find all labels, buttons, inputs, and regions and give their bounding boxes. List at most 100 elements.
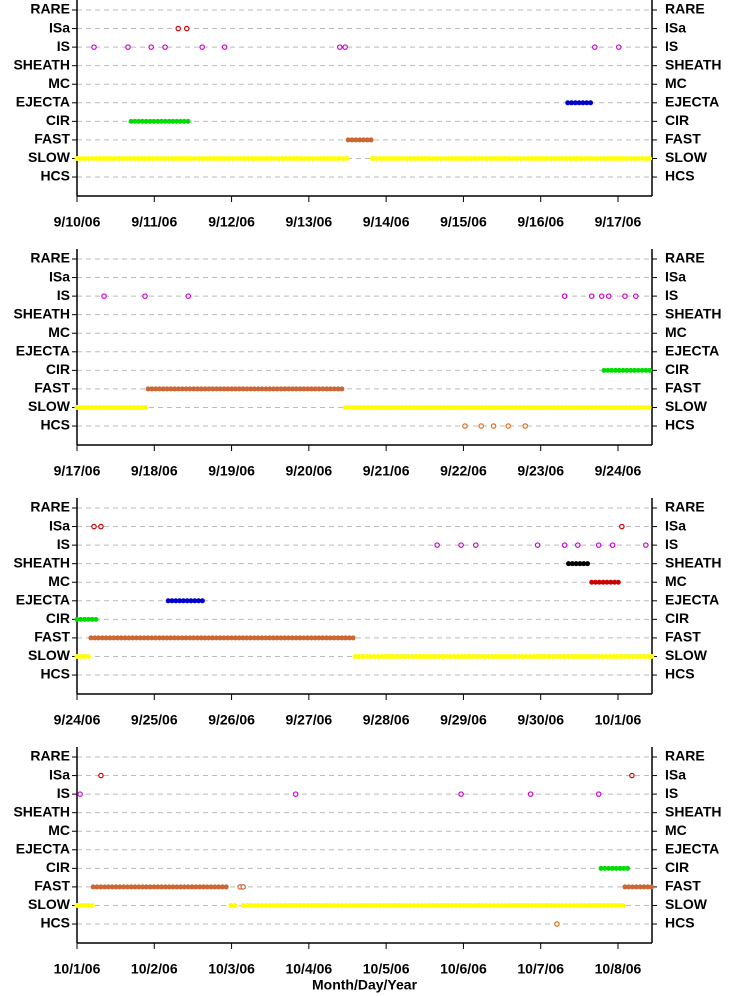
y-tick-label: CIR <box>665 859 689 875</box>
point <box>77 791 83 797</box>
y-tick-label: ISa <box>49 766 70 782</box>
x-tick-label: 9/29/06 <box>440 712 487 728</box>
x-tick-label: 9/30/06 <box>517 712 564 728</box>
y-tick-label: MC <box>665 324 687 340</box>
x-tick-label: 9/14/06 <box>363 214 410 230</box>
y-tick-label: SLOW <box>28 398 71 414</box>
point <box>342 44 348 50</box>
x-tick-label: 9/19/06 <box>208 463 255 479</box>
point <box>162 44 168 50</box>
x-tick-label: 9/12/06 <box>208 214 255 230</box>
y-tick-label: MC <box>48 822 70 838</box>
y-tick-label: FAST <box>34 878 70 894</box>
y-tick-label: SHEATH <box>665 803 722 819</box>
y-tick-label: EJECTA <box>16 343 70 359</box>
y-tick-label: HCS <box>40 417 70 433</box>
point <box>221 44 228 50</box>
x-tick-label: 9/17/06 <box>595 214 642 230</box>
y-tick-label: SLOW <box>28 896 71 912</box>
y-tick-label: SLOW <box>665 647 708 663</box>
y-tick-label: RARE <box>30 499 70 515</box>
y-tick-label: SHEATH <box>665 56 722 72</box>
y-tick-label: HCS <box>665 666 695 682</box>
y-tick-label: SHEATH <box>665 554 722 570</box>
x-tick-label: 9/28/06 <box>363 712 410 728</box>
x-tick-label: 10/1/06 <box>54 961 101 977</box>
point <box>534 542 541 548</box>
y-tick-label: FAST <box>34 629 70 645</box>
point <box>575 542 581 548</box>
point <box>554 921 560 927</box>
x-tick-label: 9/24/06 <box>54 712 101 728</box>
y-tick-label: RARE <box>665 1 705 17</box>
y-tick-label: SLOW <box>665 896 708 912</box>
y-tick-label: ISa <box>49 19 70 35</box>
y-tick-label: SHEATH <box>13 554 70 570</box>
point <box>175 25 182 32</box>
y-tick-label: EJECTA <box>16 841 70 857</box>
x-tick-label: 9/24/06 <box>595 463 642 479</box>
point <box>101 293 107 299</box>
point <box>595 791 602 797</box>
y-tick-label: SLOW <box>28 149 71 165</box>
point <box>292 791 299 797</box>
point <box>629 772 635 779</box>
point <box>462 423 468 429</box>
y-tick-label: CIR <box>46 610 70 626</box>
x-tick-label: 9/22/06 <box>440 463 487 479</box>
point <box>595 542 602 548</box>
y-tick-label: FAST <box>34 380 70 396</box>
point <box>592 44 598 50</box>
y-tick-label: SHEATH <box>13 803 70 819</box>
point <box>527 791 534 797</box>
x-tick-label: 10/8/06 <box>595 961 642 977</box>
y-tick-label: EJECTA <box>665 592 719 608</box>
y-tick-label: CIR <box>46 112 70 128</box>
y-tick-label: EJECTA <box>665 841 719 857</box>
x-tick-label: 9/21/06 <box>363 463 410 479</box>
y-tick-label: FAST <box>665 878 701 894</box>
x-tick-label: 9/20/06 <box>285 463 332 479</box>
x-tick-label: 10/5/06 <box>363 961 410 977</box>
y-tick-label: IS <box>665 287 678 303</box>
point <box>561 542 568 548</box>
y-tick-label: HCS <box>40 915 70 931</box>
y-tick-label: SHEATH <box>13 305 70 321</box>
y-tick-label: ISa <box>665 766 686 782</box>
x-tick-label: 9/10/06 <box>54 214 101 230</box>
y-tick-label: EJECTA <box>16 94 70 110</box>
point <box>478 423 485 429</box>
y-tick-label: RARE <box>665 250 705 266</box>
y-tick-label: RARE <box>30 250 70 266</box>
x-tick-label: 10/7/06 <box>517 961 564 977</box>
y-tick-label: EJECTA <box>665 94 719 110</box>
point <box>91 523 97 530</box>
point <box>632 293 639 299</box>
x-tick-label: 9/27/06 <box>285 712 332 728</box>
x-tick-label: 9/18/06 <box>131 463 178 479</box>
point <box>142 293 148 299</box>
y-tick-label: IS <box>57 38 70 54</box>
point <box>98 523 104 530</box>
y-tick-label: ISa <box>665 268 686 284</box>
point <box>619 523 625 530</box>
point <box>199 44 206 50</box>
point <box>336 44 343 50</box>
y-tick-label: MC <box>665 75 687 91</box>
y-tick-label: EJECTA <box>16 592 70 608</box>
y-tick-label: ISa <box>665 19 686 35</box>
x-tick-label: 9/17/06 <box>54 463 101 479</box>
y-tick-label: SLOW <box>665 398 708 414</box>
x-tick-label: 10/3/06 <box>208 961 255 977</box>
y-tick-label: IS <box>57 536 70 552</box>
y-tick-label: IS <box>665 536 678 552</box>
x-tick-label: 9/16/06 <box>517 214 564 230</box>
y-tick-label: EJECTA <box>665 343 719 359</box>
y-tick-label: HCS <box>665 168 695 184</box>
point <box>561 293 568 299</box>
y-tick-label: CIR <box>46 859 70 875</box>
y-tick-label: MC <box>48 573 70 589</box>
point <box>472 542 479 548</box>
x-tick-label: 10/1/06 <box>595 712 642 728</box>
